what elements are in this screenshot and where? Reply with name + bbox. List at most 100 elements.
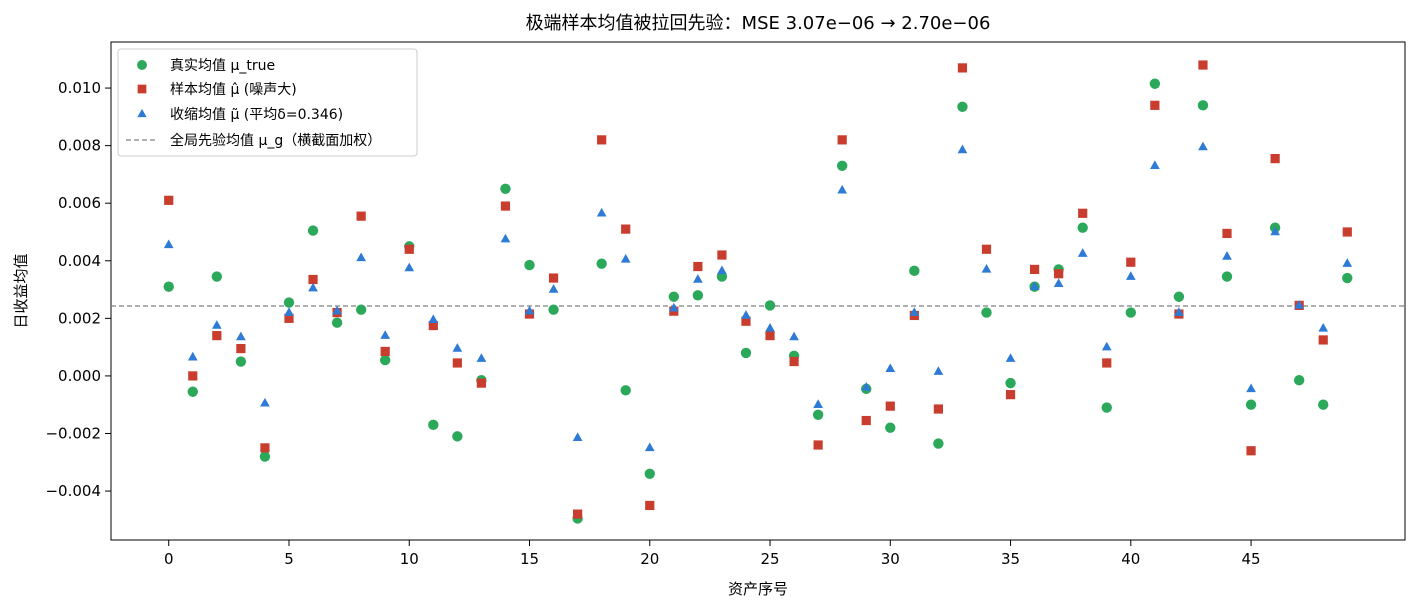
true-mean-point bbox=[1197, 100, 1209, 111]
sample-mean-point bbox=[1054, 269, 1064, 279]
y-tick-label: −0.002 bbox=[45, 424, 101, 442]
sample-mean-point bbox=[693, 261, 703, 272]
x-tick-label: 15 bbox=[520, 550, 539, 568]
y-tick-label: 0.000 bbox=[58, 367, 101, 385]
sample-mean-point bbox=[981, 244, 992, 254]
sample-mean-point bbox=[1078, 208, 1088, 218]
true-mean-point bbox=[548, 304, 559, 315]
true-mean-point bbox=[644, 468, 655, 479]
shrunk-mean-point bbox=[861, 382, 872, 391]
shrunk-mean-point bbox=[524, 305, 535, 315]
true-mean-point bbox=[1005, 377, 1016, 389]
sample-mean-point bbox=[188, 371, 198, 381]
sample-mean-point bbox=[1029, 264, 1040, 275]
shrunk-mean-point bbox=[1149, 160, 1160, 170]
true-mean-point bbox=[596, 258, 607, 269]
x-tick-label: 25 bbox=[760, 550, 779, 568]
sample-mean-point bbox=[1102, 358, 1112, 368]
legend-label: 全局先验均值 μ_g（横截面加权） bbox=[170, 132, 381, 149]
shrunk-mean-point bbox=[356, 252, 367, 262]
sample-mean-point bbox=[164, 195, 174, 205]
true-mean-point bbox=[307, 225, 319, 236]
x-tick-label: 5 bbox=[284, 550, 294, 568]
sample-mean-point bbox=[428, 320, 438, 331]
true-mean-point bbox=[1125, 307, 1137, 318]
y-axis-label: 日收益均值 bbox=[12, 253, 30, 328]
sample-mean-point bbox=[597, 135, 607, 145]
legend-sample-mean-point-marker bbox=[137, 84, 147, 94]
shrunk-mean-point bbox=[308, 282, 318, 292]
shrunk-mean-point bbox=[260, 397, 270, 407]
true-mean-point bbox=[909, 265, 920, 277]
true-mean-point bbox=[379, 354, 391, 366]
legend-label: 收缩均值 μ̃ (平均δ=0.346) bbox=[170, 107, 343, 123]
shrunk-mean-point bbox=[909, 307, 920, 316]
sample-mean-point bbox=[356, 211, 366, 221]
sample-mean-point-series bbox=[164, 60, 1352, 519]
true-mean-point bbox=[211, 271, 223, 282]
shrunk-mean-point bbox=[284, 307, 294, 316]
shrunk-mean-point bbox=[1029, 281, 1040, 290]
shrunk-mean-point bbox=[837, 184, 848, 194]
true-mean-point-series bbox=[163, 78, 1353, 524]
shrunk-mean-point bbox=[741, 310, 751, 319]
x-tick-label: 35 bbox=[1001, 550, 1020, 568]
true-mean-point bbox=[1221, 271, 1233, 282]
true-mean-point bbox=[1342, 272, 1353, 284]
plot-area-frame bbox=[110, 41, 1406, 541]
true-mean-point bbox=[620, 385, 631, 396]
shrunk-mean-point bbox=[500, 233, 511, 243]
true-mean-point bbox=[187, 386, 198, 397]
shrunk-mean-point bbox=[981, 264, 992, 273]
shrunk-mean-point bbox=[187, 351, 198, 361]
shrunk-mean-point bbox=[1198, 141, 1208, 151]
sample-mean-point bbox=[813, 440, 823, 450]
y-tick-label: 0.004 bbox=[58, 252, 101, 270]
sample-mean-point bbox=[645, 500, 655, 511]
legend-shrunk-mean-point-marker bbox=[137, 108, 147, 118]
true-mean-point bbox=[283, 297, 295, 308]
sample-mean-point bbox=[1246, 446, 1256, 456]
chart-title: 极端样本均值被拉回先验：MSE 3.07e−06 → 2.70e−06 bbox=[526, 13, 991, 34]
sample-mean-point bbox=[548, 273, 559, 283]
true-mean-point bbox=[1101, 402, 1112, 413]
sample-mean-point bbox=[284, 313, 294, 323]
shrunk-mean-point bbox=[717, 265, 727, 275]
shrunk-mean-point bbox=[957, 144, 968, 154]
sample-mean-point bbox=[1126, 257, 1136, 267]
true-mean-point bbox=[1077, 222, 1088, 233]
true-mean-point bbox=[331, 317, 343, 328]
shrunk-mean-point bbox=[404, 262, 415, 272]
y-tick-label: 0.006 bbox=[58, 194, 101, 212]
true-mean-point bbox=[933, 438, 944, 449]
sample-mean-point bbox=[308, 274, 318, 285]
true-mean-point bbox=[163, 281, 174, 292]
true-mean-point bbox=[692, 290, 704, 301]
sample-mean-point bbox=[404, 244, 414, 254]
shrunk-mean-point bbox=[644, 442, 655, 452]
sample-mean-point bbox=[260, 443, 270, 453]
shrunk-mean-point bbox=[163, 239, 174, 249]
sample-mean-point bbox=[1005, 390, 1016, 400]
true-mean-point bbox=[259, 451, 271, 462]
y-axis: −0.004 −0.002 0.000 0.002 0.004 0.006 0.008 0.0… bbox=[45, 79, 111, 500]
shrunk-mean-point bbox=[1294, 299, 1305, 309]
shrunk-mean-point bbox=[1174, 307, 1184, 316]
legend-box bbox=[117, 48, 418, 157]
true-mean-point bbox=[452, 431, 463, 442]
true-mean-point bbox=[355, 304, 367, 315]
shrunk-mean-point bbox=[332, 305, 342, 315]
sample-mean-point bbox=[1150, 100, 1160, 110]
shrunk-mean-point bbox=[1246, 383, 1256, 393]
true-mean-point bbox=[981, 307, 992, 318]
sample-mean-point bbox=[476, 378, 487, 388]
sample-mean-point bbox=[717, 250, 727, 260]
shrunk-mean-point bbox=[1077, 248, 1088, 257]
shrunk-mean-point bbox=[1342, 258, 1353, 267]
true-mean-point bbox=[836, 160, 848, 171]
sample-mean-point bbox=[452, 358, 462, 368]
shrunk-mean-point bbox=[452, 343, 463, 352]
sample-mean-point bbox=[380, 346, 390, 357]
sample-mean-point bbox=[1270, 153, 1280, 164]
shrunk-mean-point bbox=[548, 284, 559, 293]
